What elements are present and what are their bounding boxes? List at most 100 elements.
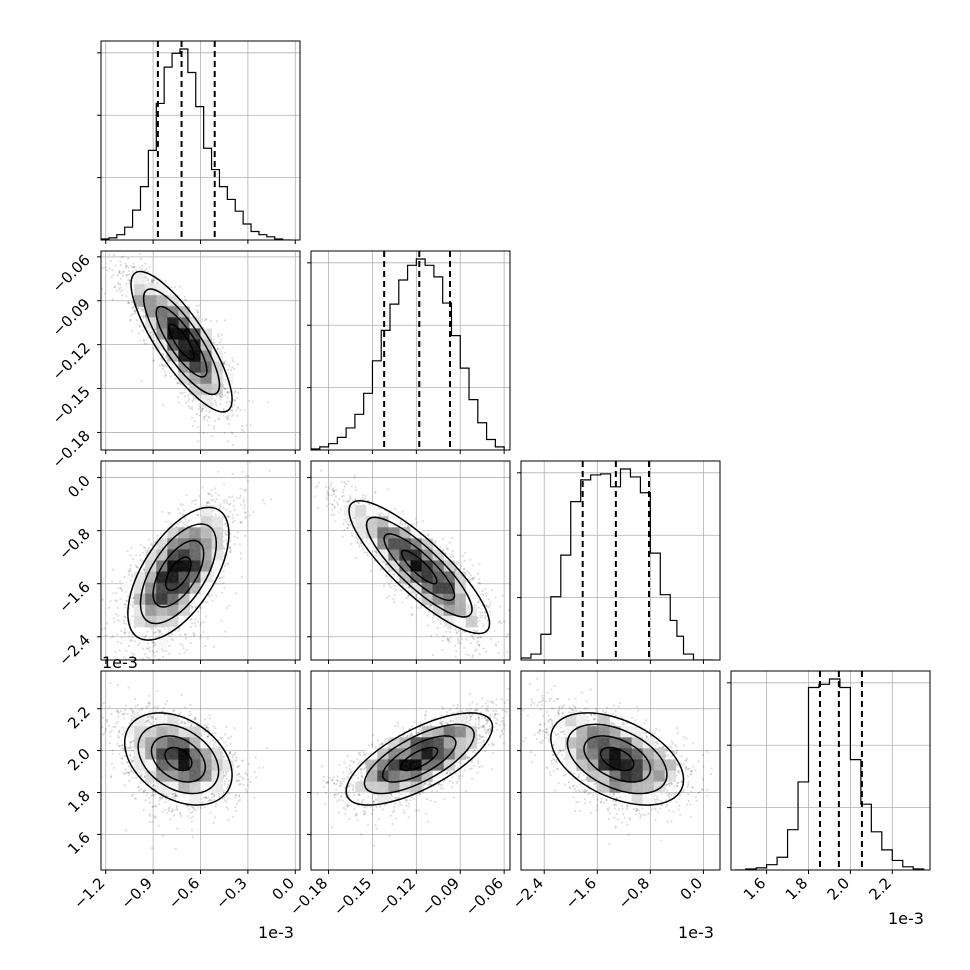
sample-point xyxy=(184,523,187,527)
sample-point xyxy=(99,244,101,246)
sample-point xyxy=(147,647,150,650)
sample-point xyxy=(124,266,127,269)
sample-point xyxy=(242,498,245,501)
sample-point xyxy=(158,631,161,634)
sample-point xyxy=(227,515,230,519)
sample-point xyxy=(122,255,125,258)
sample-point xyxy=(185,494,188,497)
sample-point xyxy=(231,432,234,435)
sample-point xyxy=(230,431,233,434)
sample-point xyxy=(202,407,205,410)
sample-point xyxy=(239,503,242,506)
sample-point xyxy=(217,335,220,338)
sample-point xyxy=(157,629,161,632)
sample-point xyxy=(261,499,265,502)
sample-point xyxy=(119,277,122,280)
sample-point xyxy=(217,417,220,421)
sample-point xyxy=(142,308,145,311)
sample-point xyxy=(121,274,125,277)
density-cell xyxy=(167,339,179,351)
sample-point xyxy=(226,514,229,517)
sample-point xyxy=(154,328,157,332)
sample-point xyxy=(165,649,168,653)
histogram-p3 xyxy=(735,678,925,870)
sample-point xyxy=(135,565,138,569)
sample-point xyxy=(118,287,121,290)
sample-point xyxy=(220,619,223,622)
sample-point xyxy=(165,520,168,523)
sample-point xyxy=(202,621,205,624)
sample-point xyxy=(232,413,235,416)
contour-line xyxy=(168,323,195,361)
sample-point xyxy=(130,266,133,269)
sample-point xyxy=(135,319,138,322)
sample-point xyxy=(212,427,216,430)
sample-point xyxy=(129,639,132,643)
sample-point xyxy=(151,544,154,547)
sample-point xyxy=(129,318,132,321)
sample-point xyxy=(218,577,221,580)
sample-point xyxy=(192,398,195,401)
sample-point xyxy=(223,501,226,504)
sample-point xyxy=(152,279,155,282)
sample-point xyxy=(196,514,199,517)
sample-point xyxy=(138,642,141,645)
sample-point xyxy=(210,499,213,502)
panel-background xyxy=(311,251,510,450)
sample-point xyxy=(201,407,204,410)
sample-point xyxy=(168,644,171,648)
sample-point xyxy=(153,335,156,339)
sample-point xyxy=(233,399,237,403)
sample-point xyxy=(131,313,134,316)
sample-point xyxy=(169,292,172,295)
density-cell xyxy=(178,339,190,351)
sample-point xyxy=(127,595,130,598)
sample-point xyxy=(191,407,194,411)
sample-point xyxy=(141,647,145,650)
sample-point xyxy=(142,310,145,313)
sample-point xyxy=(205,409,208,412)
sample-point xyxy=(240,520,244,523)
sample-point xyxy=(208,416,211,419)
sample-point xyxy=(226,440,229,443)
y-tick-label: −0.09 xyxy=(49,295,94,340)
sample-point xyxy=(196,620,200,623)
sample-point xyxy=(154,654,157,658)
panel-content xyxy=(101,461,273,660)
sample-point xyxy=(203,415,206,418)
sample-point xyxy=(141,315,144,318)
sample-point xyxy=(239,409,242,412)
sample-point xyxy=(227,546,230,550)
sample-point xyxy=(195,309,198,312)
sample-point xyxy=(142,567,145,571)
sample-point xyxy=(184,637,188,640)
sample-point xyxy=(161,352,165,356)
sample-point xyxy=(118,290,122,293)
sample-point xyxy=(231,408,234,411)
sample-point xyxy=(207,492,210,495)
sample-point xyxy=(226,416,230,419)
sample-point xyxy=(223,432,226,435)
sample-point xyxy=(239,494,242,497)
sample-point xyxy=(119,272,122,275)
sample-point xyxy=(145,267,148,270)
sample-point xyxy=(206,419,209,422)
sample-point xyxy=(212,338,215,341)
sample-point xyxy=(194,503,197,506)
sample-point xyxy=(227,422,231,426)
sample-point xyxy=(147,656,151,660)
density-cell xyxy=(167,317,179,329)
histogram-panel-p0 xyxy=(100,40,301,241)
sample-point xyxy=(122,619,126,622)
sample-point xyxy=(110,636,113,639)
sample-point xyxy=(164,373,168,376)
sample-point xyxy=(227,391,230,394)
sample-point xyxy=(213,425,216,428)
sample-point xyxy=(195,413,199,416)
sample-point xyxy=(151,641,154,644)
sample-point xyxy=(167,511,170,515)
sample-point xyxy=(162,649,165,653)
sample-point xyxy=(123,615,126,618)
sample-point xyxy=(150,280,154,283)
density-cell xyxy=(200,372,212,385)
